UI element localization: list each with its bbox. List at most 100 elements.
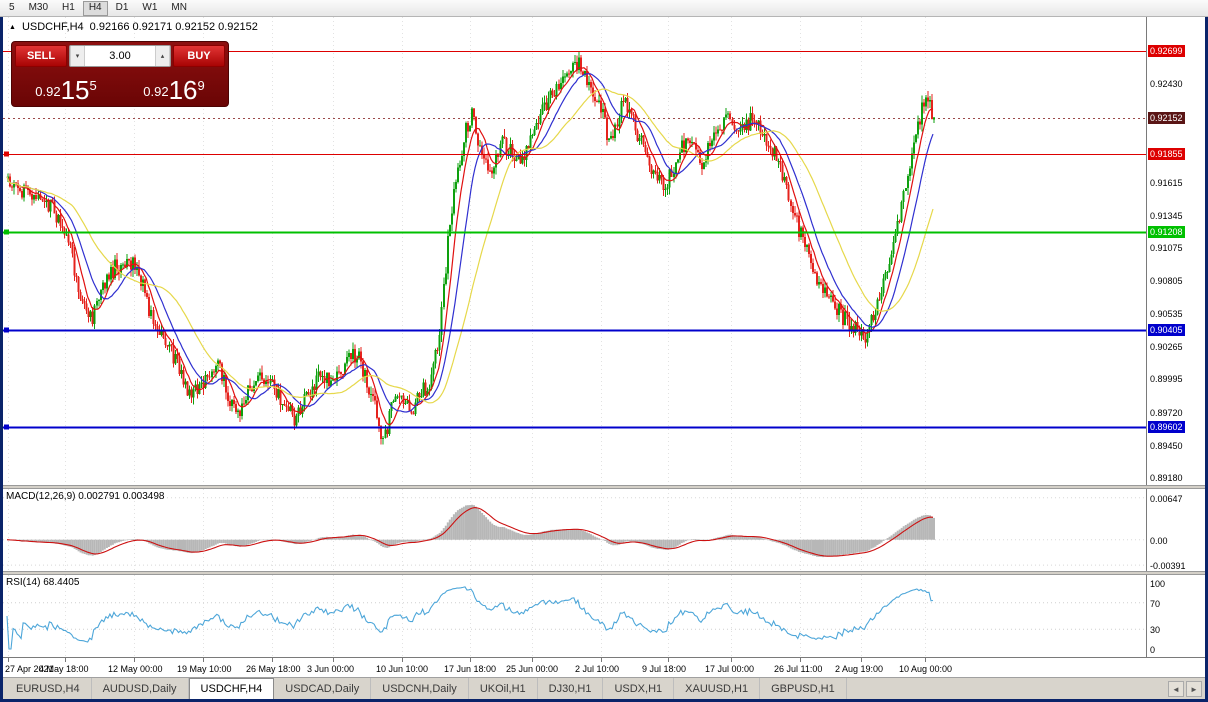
buy-button[interactable]: BUY [173,45,225,67]
macd-axis: 0.00647 0.00 -0.00391 [1146,489,1205,571]
chevron-up-icon: ▴ [160,53,165,60]
volume-control: ▾ ▴ [69,45,171,67]
chart-tab-eurusd-h4[interactable]: EURUSD,H4 [5,678,92,699]
sell-price-display[interactable]: 0.92 15 5 [15,69,117,105]
chart-tab-usdchf-h4[interactable]: USDCHF,H4 [188,678,275,699]
time-axis-label: 12 May 00:00 [108,664,163,674]
time-axis-label: 17 Jul 00:00 [705,664,755,674]
chart-tab-usdx-h1[interactable]: USDX,H1 [603,678,675,699]
time-axis-label: 10 Aug 00:00 [899,664,953,674]
time-axis[interactable]: 27 Apr 2021 4 May 18:00 12 May 00:00 19 May… [3,657,1205,677]
timeframe-button-d1[interactable]: D1 [110,1,135,16]
time-tick [272,658,273,662]
timeframe-button-w1[interactable]: W1 [136,1,163,16]
time-tick [402,658,403,662]
volume-increase-button[interactable]: ▴ [155,46,170,66]
time-axis-label: 10 Jun 10:00 [376,664,429,674]
buy-price-display[interactable]: 0.92 16 9 [123,69,225,105]
timeframe-toolbar: 5 M30 H1 H4 D1 W1 MN [0,0,1208,17]
chart-marker-icon: ▲ [9,23,16,31]
macd-panel: 0.00647 0.00 -0.00391 MACD(12,26,9) 0.0027… [3,489,1205,571]
time-tick [532,658,533,662]
time-tick [333,658,334,662]
chart-title: ▲ USDCHF,H4 0.92166 0.92171 0.92152 0.92… [9,21,258,33]
rsi-axis-label: 100 [1150,579,1166,589]
price-axis[interactable]: 0.92699 0.92430 0.92152 0.91855 0.91615 0.913… [1146,17,1205,485]
macd-label: MACD(12,26,9) 0.002791 0.003498 [6,491,165,502]
sell-price-sup: 5 [89,78,97,93]
chart-tab-xauusd-h1[interactable]: XAUUSD,H1 [674,678,761,699]
chart-tab-audusd-daily[interactable]: AUDUSD,Daily [92,678,189,699]
price-axis-label: 0.89450 [1150,441,1183,451]
price-axis-label: 0.89995 [1150,374,1183,384]
chart-symbol-period: USDCHF,H4 [21,21,84,33]
tabs-scroll-left-button[interactable]: ◄ [1168,681,1184,697]
macd-chart[interactable] [3,489,1146,571]
price-axis-label: 0.90405 [1148,324,1185,336]
price-axis-label: 0.92430 [1150,79,1183,89]
time-axis-label: 27 Apr 2021 [5,664,54,674]
chart-tab-usdcnh-daily[interactable]: USDCNH,Daily [371,678,469,699]
price-axis-label: 0.91208 [1148,226,1185,238]
chart-tab-gbpusd-h1[interactable]: GBPUSD,H1 [760,678,847,699]
chart-tab-usdcad-daily[interactable]: USDCAD,Daily [274,678,372,699]
tabs-scroll-right-button[interactable]: ► [1186,681,1202,697]
time-axis-label: 4 May 18:00 [39,664,89,674]
time-tick [601,658,602,662]
buy-price-main: 0.92 [143,84,169,99]
arrow-left-icon: ◄ [1172,684,1180,694]
current-price-label: 0.92152 [1148,112,1185,124]
time-tick [861,658,862,662]
rsi-chart[interactable] [3,575,1146,657]
macd-axis-label: 0.00 [1150,536,1168,546]
price-axis-label: 0.91345 [1150,211,1183,221]
timeframe-button-m30[interactable]: M30 [23,1,54,16]
macd-axis-label: -0.00391 [1150,561,1186,571]
timeframe-button-mn[interactable]: MN [165,1,193,16]
buy-price-big: 16 [168,75,198,105]
rsi-axis-label: 70 [1150,599,1161,609]
rsi-axis: 100 70 30 0 [1146,575,1205,657]
rsi-label: RSI(14) 68.4405 [6,577,80,588]
time-axis-label: 2 Jul 10:00 [575,664,620,674]
chevron-down-icon: ▾ [75,53,80,60]
time-tick [134,658,135,662]
chart-tab-dj30-h1[interactable]: DJ30,H1 [538,678,604,699]
sell-button[interactable]: SELL [15,45,67,67]
time-tick [925,658,926,662]
price-axis-label: 0.91075 [1150,243,1183,253]
timeframe-button-h4[interactable]: H4 [82,0,108,16]
timeframe-button-5[interactable]: 5 [3,1,21,16]
timeframe-button-h1[interactable]: H1 [56,1,81,16]
price-axis-label: 0.92699 [1148,45,1185,57]
rsi-axis-label: 0 [1150,645,1156,655]
candlestick-chart[interactable] [3,17,1146,485]
volume-input[interactable] [85,46,155,66]
time-axis-label: 25 Jun 00:00 [506,664,559,674]
price-axis-label: 0.89180 [1150,473,1183,483]
panel-separator[interactable] [3,485,1205,489]
price-axis-label: 0.90265 [1150,342,1183,352]
time-axis-label: 3 Jun 00:00 [307,664,355,674]
price-axis-label: 0.91615 [1150,178,1183,188]
time-tick [65,658,66,662]
time-axis-label: 17 Jun 18:00 [444,664,497,674]
time-tick [668,658,669,662]
panel-separator[interactable] [3,571,1205,575]
chart-tabs-bar: EURUSD,H4 AUDUSD,Daily USDCHF,H4 USDCAD,Dai… [3,677,1205,699]
price-axis-label: 0.90805 [1150,276,1183,286]
time-tick [470,658,471,662]
main-chart-panel: 0.92699 0.92430 0.92152 0.91855 0.91615 0.913… [3,17,1205,485]
chart-tab-ukoil-h1[interactable]: UKOil,H1 [469,678,538,699]
time-tick [800,658,801,662]
arrow-right-icon: ► [1190,684,1198,694]
time-axis-label: 19 May 10:00 [177,664,232,674]
tab-scroll-controls: ◄ ► [1168,681,1202,697]
buy-price-sup: 9 [197,78,205,93]
price-axis-label: 0.90535 [1150,309,1183,319]
rsi-axis-label: 30 [1150,625,1161,635]
sell-price-big: 15 [60,75,90,105]
rsi-panel: 100 70 30 0 RSI(14) 68.4405 [3,575,1205,657]
volume-decrease-button[interactable]: ▾ [70,46,85,66]
